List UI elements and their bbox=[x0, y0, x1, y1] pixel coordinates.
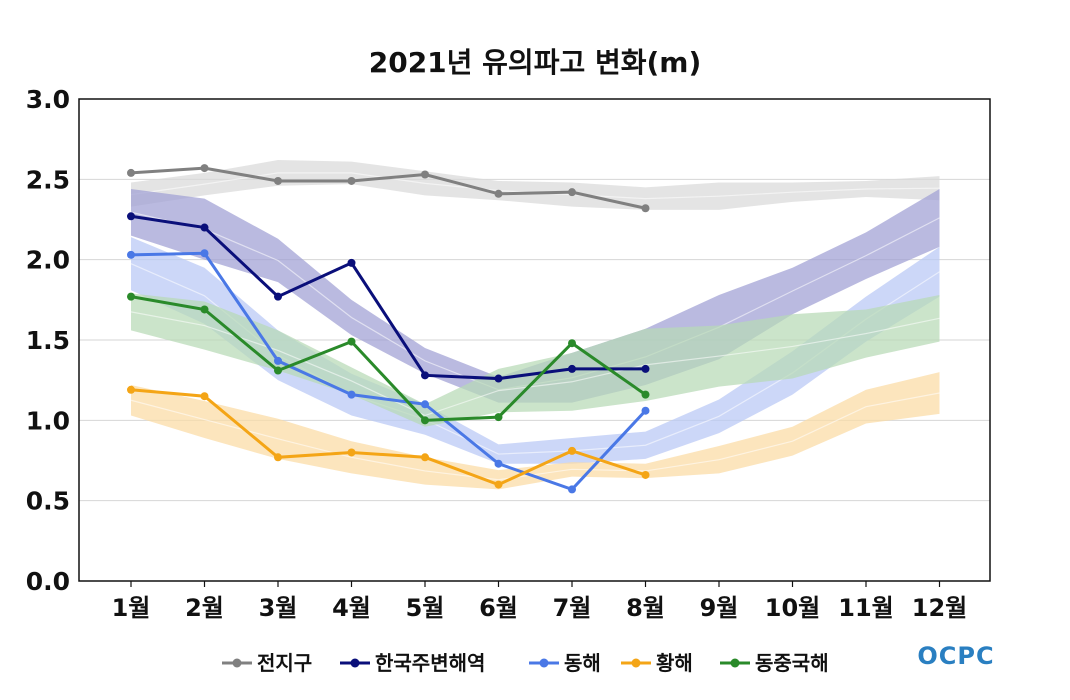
x-tick-label: 12월 bbox=[912, 594, 967, 622]
legend-label: 한국주변해역 bbox=[375, 651, 485, 675]
data-point-황해 bbox=[641, 470, 650, 479]
data-point-동중국해 bbox=[200, 305, 209, 314]
y-tick-label: 2.5 bbox=[26, 165, 70, 194]
x-tick-label: 1월 bbox=[112, 594, 151, 622]
y-tick-label: 3.0 bbox=[26, 85, 70, 114]
data-point-동해 bbox=[568, 485, 576, 494]
legend-swatch-marker bbox=[539, 658, 549, 668]
data-point-동해 bbox=[421, 400, 429, 409]
legend-swatch-marker bbox=[350, 658, 360, 668]
band-전지구 bbox=[131, 160, 940, 210]
data-point-황해 bbox=[421, 453, 429, 462]
x-tick-label: 5월 bbox=[406, 594, 445, 622]
y-tick-label: 0.5 bbox=[26, 487, 70, 516]
legend-label: 황해 bbox=[656, 651, 693, 675]
x-tick-label: 3월 bbox=[259, 594, 298, 622]
legend-swatch-marker bbox=[730, 658, 740, 668]
data-point-동중국해 bbox=[127, 292, 135, 301]
data-point-전지구 bbox=[127, 168, 135, 177]
data-point-한국주변해역 bbox=[421, 371, 429, 380]
legend-label: 전지구 bbox=[257, 651, 312, 675]
x-tick-label: 8월 bbox=[626, 594, 665, 622]
series-line-동해 bbox=[130, 251, 647, 492]
data-point-동중국해 bbox=[274, 366, 282, 375]
band-동중국해 bbox=[131, 293, 940, 427]
data-point-한국주변해역 bbox=[568, 364, 576, 373]
data-point-동중국해 bbox=[568, 339, 576, 348]
data-point-동해 bbox=[127, 250, 135, 259]
data-point-동중국해 bbox=[494, 413, 503, 422]
data-point-한국주변해역 bbox=[494, 374, 503, 383]
data-point-한국주변해역 bbox=[200, 223, 209, 232]
legend-swatch-marker bbox=[631, 658, 641, 668]
band-황해 bbox=[131, 372, 940, 490]
y-tick-label: 2.0 bbox=[26, 246, 70, 275]
ocpc-logo: OCPC bbox=[917, 642, 994, 670]
data-point-황해 bbox=[274, 453, 282, 462]
x-axis-ticks: 1월 2월 3월 4월 5월 6월 7월 8월 9월 10월 11월 12월 bbox=[112, 581, 967, 622]
y-tick-label: 1.0 bbox=[26, 406, 70, 435]
data-point-동해 bbox=[200, 249, 209, 258]
data-point-황해 bbox=[127, 385, 135, 394]
x-tick-label: 2월 bbox=[185, 594, 224, 622]
x-tick-label: 10월 bbox=[765, 594, 820, 622]
data-point-전지구 bbox=[641, 204, 650, 213]
data-point-동중국해 bbox=[347, 337, 356, 346]
x-tick-label: 11월 bbox=[838, 594, 893, 622]
chart-title: 2021년 유의파고 변화(m) bbox=[369, 46, 702, 79]
data-point-전지구 bbox=[347, 176, 356, 185]
data-point-황해 bbox=[568, 446, 576, 455]
y-tick-label: 0.0 bbox=[26, 567, 70, 596]
x-tick-label: 4월 bbox=[332, 594, 371, 622]
data-point-황해 bbox=[200, 392, 209, 401]
y-tick-label: 1.5 bbox=[26, 326, 70, 355]
series-line-동중국해 bbox=[130, 295, 647, 422]
band-median-동중국해 bbox=[130, 311, 940, 417]
series-line-황해 bbox=[130, 388, 646, 487]
series-line-한국주변해역 bbox=[130, 214, 646, 381]
y-axis-ticks: 0.0 0.5 1.0 1.5 2.0 2.5 3.0 bbox=[26, 85, 70, 596]
plot-area-frame bbox=[78, 98, 991, 582]
x-tick-label: 7월 bbox=[553, 594, 592, 622]
series-lines bbox=[127, 164, 650, 494]
data-point-동해 bbox=[641, 406, 650, 415]
data-point-전지구 bbox=[421, 170, 429, 179]
data-point-동중국해 bbox=[421, 416, 429, 425]
band-median-황해 bbox=[130, 392, 940, 481]
legend-label: 동중국해 bbox=[755, 651, 829, 675]
band-동해 bbox=[131, 237, 940, 464]
data-point-황해 bbox=[347, 448, 356, 457]
data-point-동해 bbox=[494, 459, 503, 468]
legend: 전지구 한국주변해역 동해 황해 동중국해 bbox=[222, 651, 829, 675]
data-point-동중국해 bbox=[641, 390, 650, 399]
data-point-한국주변해역 bbox=[347, 258, 356, 267]
data-point-동해 bbox=[347, 390, 356, 399]
data-point-한국주변해역 bbox=[274, 292, 282, 301]
x-tick-label: 6월 bbox=[479, 594, 518, 622]
data-point-전지구 bbox=[568, 188, 576, 197]
data-point-한국주변해역 bbox=[127, 212, 135, 221]
data-point-전지구 bbox=[494, 189, 503, 198]
data-point-전지구 bbox=[274, 176, 282, 185]
data-point-동해 bbox=[274, 356, 282, 365]
legend-swatch-marker bbox=[232, 658, 242, 668]
data-point-황해 bbox=[494, 480, 503, 489]
x-tick-label: 9월 bbox=[700, 594, 739, 622]
band-한국주변해역 bbox=[131, 188, 940, 403]
data-point-한국주변해역 bbox=[641, 364, 650, 373]
data-point-전지구 bbox=[200, 164, 209, 173]
legend-label: 동해 bbox=[564, 651, 601, 675]
series-line-전지구 bbox=[130, 166, 646, 210]
range-bands bbox=[130, 160, 940, 490]
